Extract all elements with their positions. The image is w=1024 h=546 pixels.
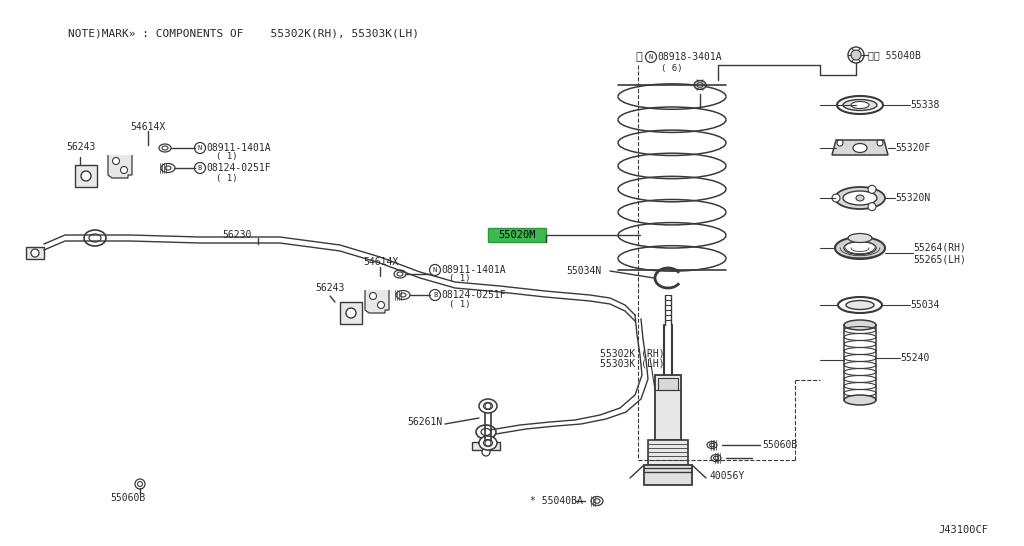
- Text: 08911-1401A: 08911-1401A: [441, 265, 506, 275]
- Circle shape: [831, 194, 840, 202]
- Bar: [75, 165, 97, 187]
- Ellipse shape: [835, 237, 885, 259]
- Text: 08911-1401A: 08911-1401A: [206, 143, 270, 153]
- Text: 55034N: 55034N: [566, 266, 601, 276]
- Ellipse shape: [697, 83, 703, 87]
- Text: 54614X: 54614X: [362, 257, 398, 267]
- Circle shape: [485, 403, 490, 409]
- Text: 55264(RH): 55264(RH): [913, 243, 966, 253]
- Text: 55320N: 55320N: [895, 193, 930, 203]
- Ellipse shape: [856, 195, 864, 201]
- Bar: [658, 378, 678, 390]
- Text: ( 1): ( 1): [449, 300, 470, 308]
- Polygon shape: [365, 290, 389, 313]
- Ellipse shape: [694, 80, 706, 90]
- Ellipse shape: [843, 191, 877, 205]
- Ellipse shape: [84, 230, 106, 246]
- Text: ( 1): ( 1): [449, 275, 470, 283]
- Circle shape: [378, 301, 384, 308]
- Text: 56243: 56243: [66, 142, 95, 152]
- Ellipse shape: [846, 300, 874, 310]
- Text: 55338: 55338: [910, 100, 939, 110]
- Bar: [340, 302, 362, 324]
- Circle shape: [851, 50, 861, 60]
- Ellipse shape: [838, 297, 882, 313]
- Circle shape: [135, 479, 145, 489]
- Text: 56261N: 56261N: [407, 417, 442, 427]
- Circle shape: [482, 448, 490, 456]
- Circle shape: [877, 140, 883, 146]
- Circle shape: [31, 249, 39, 257]
- Text: ( 6): ( 6): [662, 63, 683, 73]
- Text: 40056Y: 40056Y: [710, 471, 745, 481]
- Text: 55020M: 55020M: [499, 230, 536, 240]
- Ellipse shape: [843, 99, 877, 110]
- Circle shape: [81, 171, 91, 181]
- Text: * 55040BA: * 55040BA: [530, 496, 583, 506]
- Ellipse shape: [476, 425, 496, 439]
- Ellipse shape: [844, 320, 876, 330]
- Text: ( 1): ( 1): [216, 174, 238, 182]
- Bar: [472, 442, 500, 450]
- Text: J43100CF: J43100CF: [938, 525, 988, 535]
- Text: 55303K (LH): 55303K (LH): [600, 359, 665, 369]
- Ellipse shape: [844, 241, 876, 254]
- Circle shape: [848, 47, 864, 63]
- Text: N: N: [649, 54, 653, 60]
- Polygon shape: [108, 155, 132, 178]
- Ellipse shape: [848, 234, 872, 242]
- Text: 08918-3401A: 08918-3401A: [657, 52, 722, 62]
- Circle shape: [485, 440, 490, 446]
- Circle shape: [837, 140, 843, 146]
- Ellipse shape: [837, 96, 883, 114]
- Text: NOTE)MARK» : COMPONENTS OF    55302K(RH), 55303K(LH): NOTE)MARK» : COMPONENTS OF 55302K(RH), 5…: [68, 28, 419, 38]
- Circle shape: [113, 157, 120, 164]
- Text: N: N: [433, 267, 437, 273]
- Text: 56243: 56243: [315, 283, 344, 293]
- Text: ※※ 55040B: ※※ 55040B: [868, 50, 921, 60]
- Ellipse shape: [851, 102, 869, 109]
- Ellipse shape: [835, 187, 885, 209]
- FancyBboxPatch shape: [488, 228, 546, 242]
- Circle shape: [346, 308, 356, 318]
- Ellipse shape: [479, 399, 497, 413]
- Text: ※: ※: [636, 52, 649, 62]
- Ellipse shape: [853, 144, 867, 152]
- Circle shape: [370, 293, 377, 300]
- Polygon shape: [831, 140, 888, 155]
- Text: 08124-0251F: 08124-0251F: [441, 290, 506, 300]
- Text: 54614X: 54614X: [130, 122, 165, 132]
- Text: B: B: [198, 165, 202, 171]
- Text: 55060B: 55060B: [762, 440, 798, 450]
- Text: 56230: 56230: [222, 230, 251, 240]
- Bar: [655, 375, 681, 440]
- Bar: [644, 465, 692, 485]
- Bar: [648, 440, 688, 465]
- Text: 55034: 55034: [910, 300, 939, 310]
- Circle shape: [868, 203, 876, 211]
- Circle shape: [121, 167, 128, 174]
- Text: 55302K (RH): 55302K (RH): [600, 348, 665, 358]
- Text: 55320F: 55320F: [895, 143, 930, 153]
- Text: 55240: 55240: [900, 353, 930, 363]
- Text: 08124-0251F: 08124-0251F: [206, 163, 270, 173]
- Ellipse shape: [479, 436, 497, 450]
- Text: 55060B: 55060B: [110, 493, 145, 503]
- Text: 55265(LH): 55265(LH): [913, 255, 966, 265]
- Bar: [26, 247, 44, 259]
- Text: N: N: [198, 145, 202, 151]
- Ellipse shape: [844, 395, 876, 405]
- Text: ( 1): ( 1): [216, 152, 238, 162]
- Text: B: B: [433, 292, 437, 298]
- Circle shape: [868, 185, 876, 193]
